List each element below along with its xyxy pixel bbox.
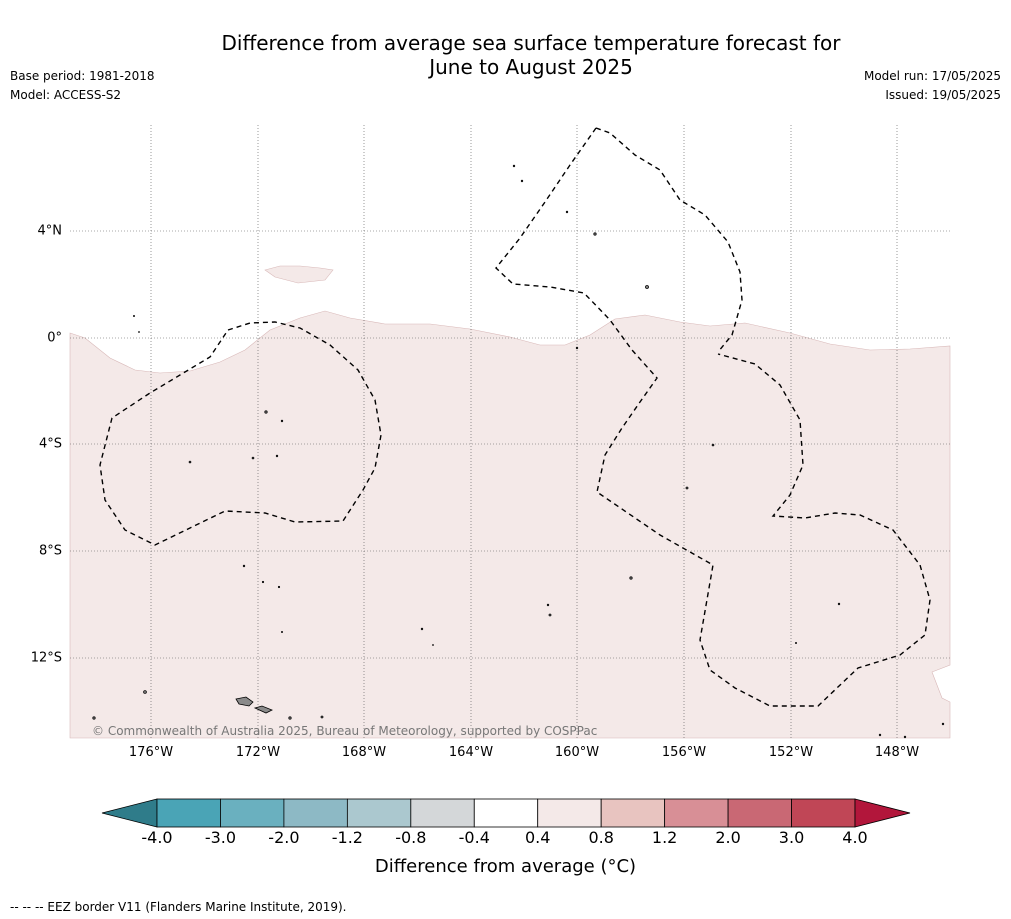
colorbar-min-extend bbox=[101, 798, 158, 828]
anomaly-patch-north bbox=[264, 265, 334, 284]
title-line-2: June to August 2025 bbox=[429, 55, 633, 79]
colorbar-swatch bbox=[220, 798, 285, 828]
lon-label: 156°W bbox=[661, 745, 707, 760]
colorbar-label: Difference from average (°C) bbox=[374, 856, 637, 877]
lon-label: 176°W bbox=[128, 745, 174, 760]
colorbar-tick-label: 4.0 bbox=[842, 828, 868, 847]
title-line-1: Difference from average sea surface temp… bbox=[221, 31, 841, 55]
colorbar-swatch bbox=[410, 798, 475, 828]
meta-left: Base period: 1981-2018 Model: ACCESS-S2 bbox=[10, 67, 155, 105]
lat-label: 12°S bbox=[30, 650, 62, 666]
colorbar-tick-label: -4.0 bbox=[141, 828, 173, 847]
lat-label: 4°N bbox=[37, 223, 63, 239]
colorbar-max-extend bbox=[854, 798, 911, 828]
colorbar-tick-label: -0.4 bbox=[458, 828, 490, 847]
colorbar-tick-label: -3.0 bbox=[204, 828, 237, 847]
colorbar-tick-label: 0.4 bbox=[524, 828, 551, 847]
colorbar-swatch bbox=[156, 798, 221, 828]
lon-label: 168°W bbox=[341, 745, 387, 760]
colorbar-tick-label: 3.0 bbox=[778, 828, 805, 847]
colorbar-tick-label: 1.2 bbox=[651, 828, 678, 847]
lon-label: 160°W bbox=[554, 745, 600, 760]
colorbar-tick-label: 2.0 bbox=[715, 828, 741, 847]
model-name: Model: ACCESS-S2 bbox=[10, 88, 122, 102]
lat-label: 0° bbox=[47, 330, 62, 346]
colorbar-tick-label: 0.8 bbox=[588, 828, 614, 847]
eez-border-north bbox=[595, 127, 743, 353]
island-samoa-1 bbox=[235, 696, 254, 707]
eez-legend-note: -- -- -- EEZ border V11 (Flanders Marine… bbox=[10, 900, 347, 914]
graticule bbox=[70, 125, 950, 738]
lon-label: 148°W bbox=[874, 745, 920, 760]
colorbar-swatch bbox=[283, 798, 348, 828]
colorbar-swatch bbox=[727, 798, 792, 828]
colorbar-swatch bbox=[791, 798, 856, 828]
lon-label: 164°W bbox=[448, 745, 494, 760]
lon-label: 172°W bbox=[235, 745, 281, 760]
eez-border-west bbox=[99, 321, 382, 546]
colorbar-swatch bbox=[664, 798, 729, 828]
lat-label: 4°S bbox=[38, 436, 62, 452]
colorbar-swatch bbox=[600, 798, 666, 828]
colorbar-tick-label: -0.8 bbox=[395, 828, 427, 847]
colorbar-tick-label: -2.0 bbox=[268, 828, 300, 847]
colorbar-swatch bbox=[473, 798, 539, 828]
island-samoa-2 bbox=[253, 705, 273, 714]
eez-border-central bbox=[495, 127, 931, 707]
eez-borders bbox=[99, 127, 931, 707]
colorbar-tick-label: -1.2 bbox=[331, 828, 363, 847]
colorbar-swatch bbox=[537, 798, 602, 828]
colorbar-swatch bbox=[346, 798, 412, 828]
chart-title: Difference from average sea surface temp… bbox=[150, 31, 912, 79]
anomaly-region-fill bbox=[69, 310, 951, 739]
issued-date: Issued: 19/05/2025 bbox=[885, 88, 1001, 102]
copyright-notice: © Commonwealth of Australia 2025, Bureau… bbox=[92, 724, 598, 738]
lat-label: 8°S bbox=[38, 543, 62, 559]
model-run: Model run: 17/05/2025 bbox=[863, 69, 1001, 83]
colorbar-swatches bbox=[101, 798, 911, 828]
meta-right: Model run: 17/05/2025 Issued: 19/05/2025 bbox=[864, 67, 1001, 105]
colorbar bbox=[101, 798, 911, 828]
base-period: Base period: 1981-2018 bbox=[10, 69, 155, 83]
sst-anomaly-map bbox=[69, 125, 951, 739]
lon-label: 152°W bbox=[768, 745, 814, 760]
islands bbox=[92, 164, 945, 739]
